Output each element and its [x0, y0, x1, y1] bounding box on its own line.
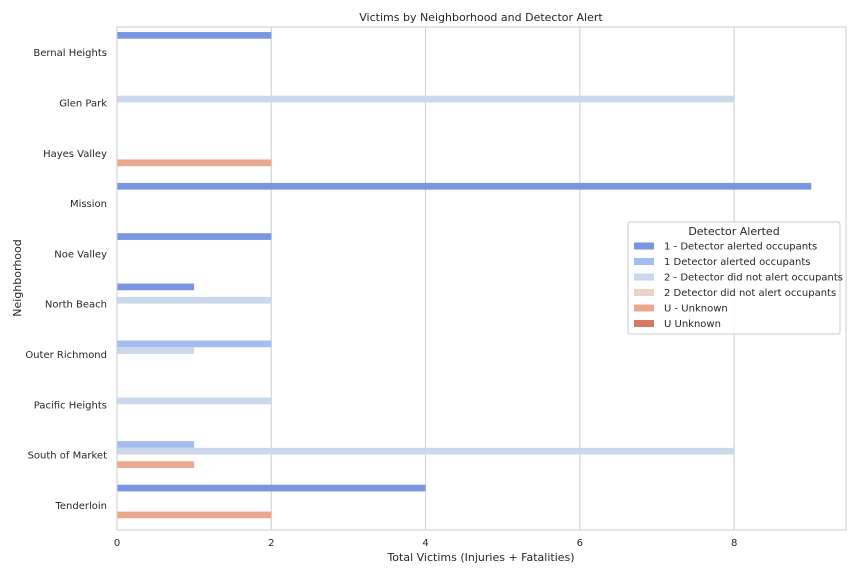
y-tick-label: Mission — [70, 199, 107, 210]
y-tick-label: North Beach — [45, 300, 107, 311]
bar — [117, 447, 735, 455]
x-tick-label: 4 — [422, 538, 428, 549]
bar — [117, 340, 272, 348]
x-tick-labels: 0 2 4 6 8 — [114, 538, 738, 549]
bar — [117, 32, 272, 39]
bar — [117, 283, 195, 291]
legend-items: 1 - Detector alerted occupants 1 Detector… — [634, 242, 843, 330]
legend-title: Detector Alerted — [688, 225, 779, 238]
bar — [117, 233, 272, 240]
legend-swatch — [634, 242, 654, 250]
bar — [117, 347, 195, 354]
y-tick-label: Hayes Valley — [43, 149, 107, 160]
y-tick-label: Outer Richmond — [25, 350, 107, 361]
bar — [117, 441, 195, 448]
y-tick-label: Tenderloin — [54, 501, 107, 512]
legend-swatch — [634, 304, 654, 312]
bar — [117, 397, 272, 405]
bar — [117, 511, 272, 519]
x-tick-label: 8 — [731, 538, 737, 549]
bar — [117, 95, 735, 103]
bar — [117, 159, 272, 167]
bar — [117, 461, 195, 468]
y-tick-label: Bernal Heights — [33, 48, 107, 59]
bar — [117, 182, 812, 190]
legend-box — [627, 221, 841, 335]
legend-swatch — [634, 258, 654, 265]
y-tick-label: Glen Park — [59, 98, 107, 109]
legend: Detector Alerted 1 - Detector alerted oc… — [627, 221, 843, 335]
legend-swatch — [634, 289, 654, 296]
y-tick-labels: Bernal Heights Glen Park Hayes Valley Missi… — [25, 48, 107, 512]
x-tick-label: 2 — [268, 538, 274, 549]
y-axis-label: Neighborhood — [11, 239, 24, 316]
y-tick-label: Noe Valley — [54, 249, 107, 260]
legend-label: 1 Detector alerted occupants — [664, 257, 810, 268]
chart-title: Victims by Neighborhood and Detector Ale… — [359, 11, 603, 24]
bar — [117, 484, 426, 492]
x-tick-label: 6 — [577, 538, 583, 549]
x-tick-label: 0 — [114, 538, 120, 549]
plot-frame — [116, 26, 847, 531]
x-axis-label: Total Victims (Injuries + Fatalities) — [386, 551, 574, 564]
y-tick-label: South of Market — [28, 451, 108, 462]
legend-swatch — [634, 273, 654, 281]
bars — [117, 32, 812, 519]
legend-label: 2 Detector did not alert occupants — [664, 288, 836, 299]
bar — [117, 296, 272, 304]
legend-swatch — [634, 320, 654, 327]
y-tick-label: Pacific Heights — [34, 400, 107, 411]
legend-label: 2 - Detector did not alert occupants — [664, 273, 843, 284]
legend-label: U - Unknown — [664, 304, 728, 315]
legend-label: 1 - Detector alerted occupants — [664, 242, 817, 253]
legend-label: U Unknown — [664, 319, 721, 330]
